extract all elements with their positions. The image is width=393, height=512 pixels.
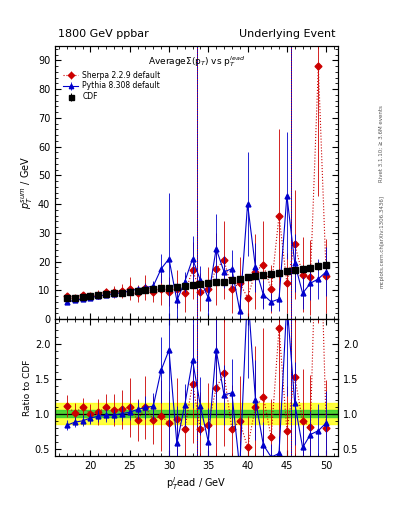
Y-axis label: Ratio to CDF: Ratio to CDF [23,359,32,416]
Text: 1800 GeV ppbar: 1800 GeV ppbar [58,29,149,39]
Text: mcplots.cern.ch: mcplots.cern.ch [379,244,384,288]
Text: [arXiv:1306.3436]: [arXiv:1306.3436] [379,195,384,245]
Text: Underlying Event: Underlying Event [239,29,335,39]
Text: Rivet 3.1.10; ≥ 3.6M events: Rivet 3.1.10; ≥ 3.6M events [379,105,384,182]
Text: Average$\Sigma$(p$_T$) vs p$_T^{lead}$: Average$\Sigma$(p$_T$) vs p$_T^{lead}$ [148,54,245,69]
Legend: Sherpa 2.2.9 default, Pythia 8.308 default, CDF: Sherpa 2.2.9 default, Pythia 8.308 defau… [62,69,162,103]
Bar [55,410,338,417]
Y-axis label: $p_T^{sum}$ / GeV: $p_T^{sum}$ / GeV [20,156,35,209]
X-axis label: p$_T^{l}$ead / GeV: p$_T^{l}$ead / GeV [166,475,227,492]
Bar [55,403,338,424]
